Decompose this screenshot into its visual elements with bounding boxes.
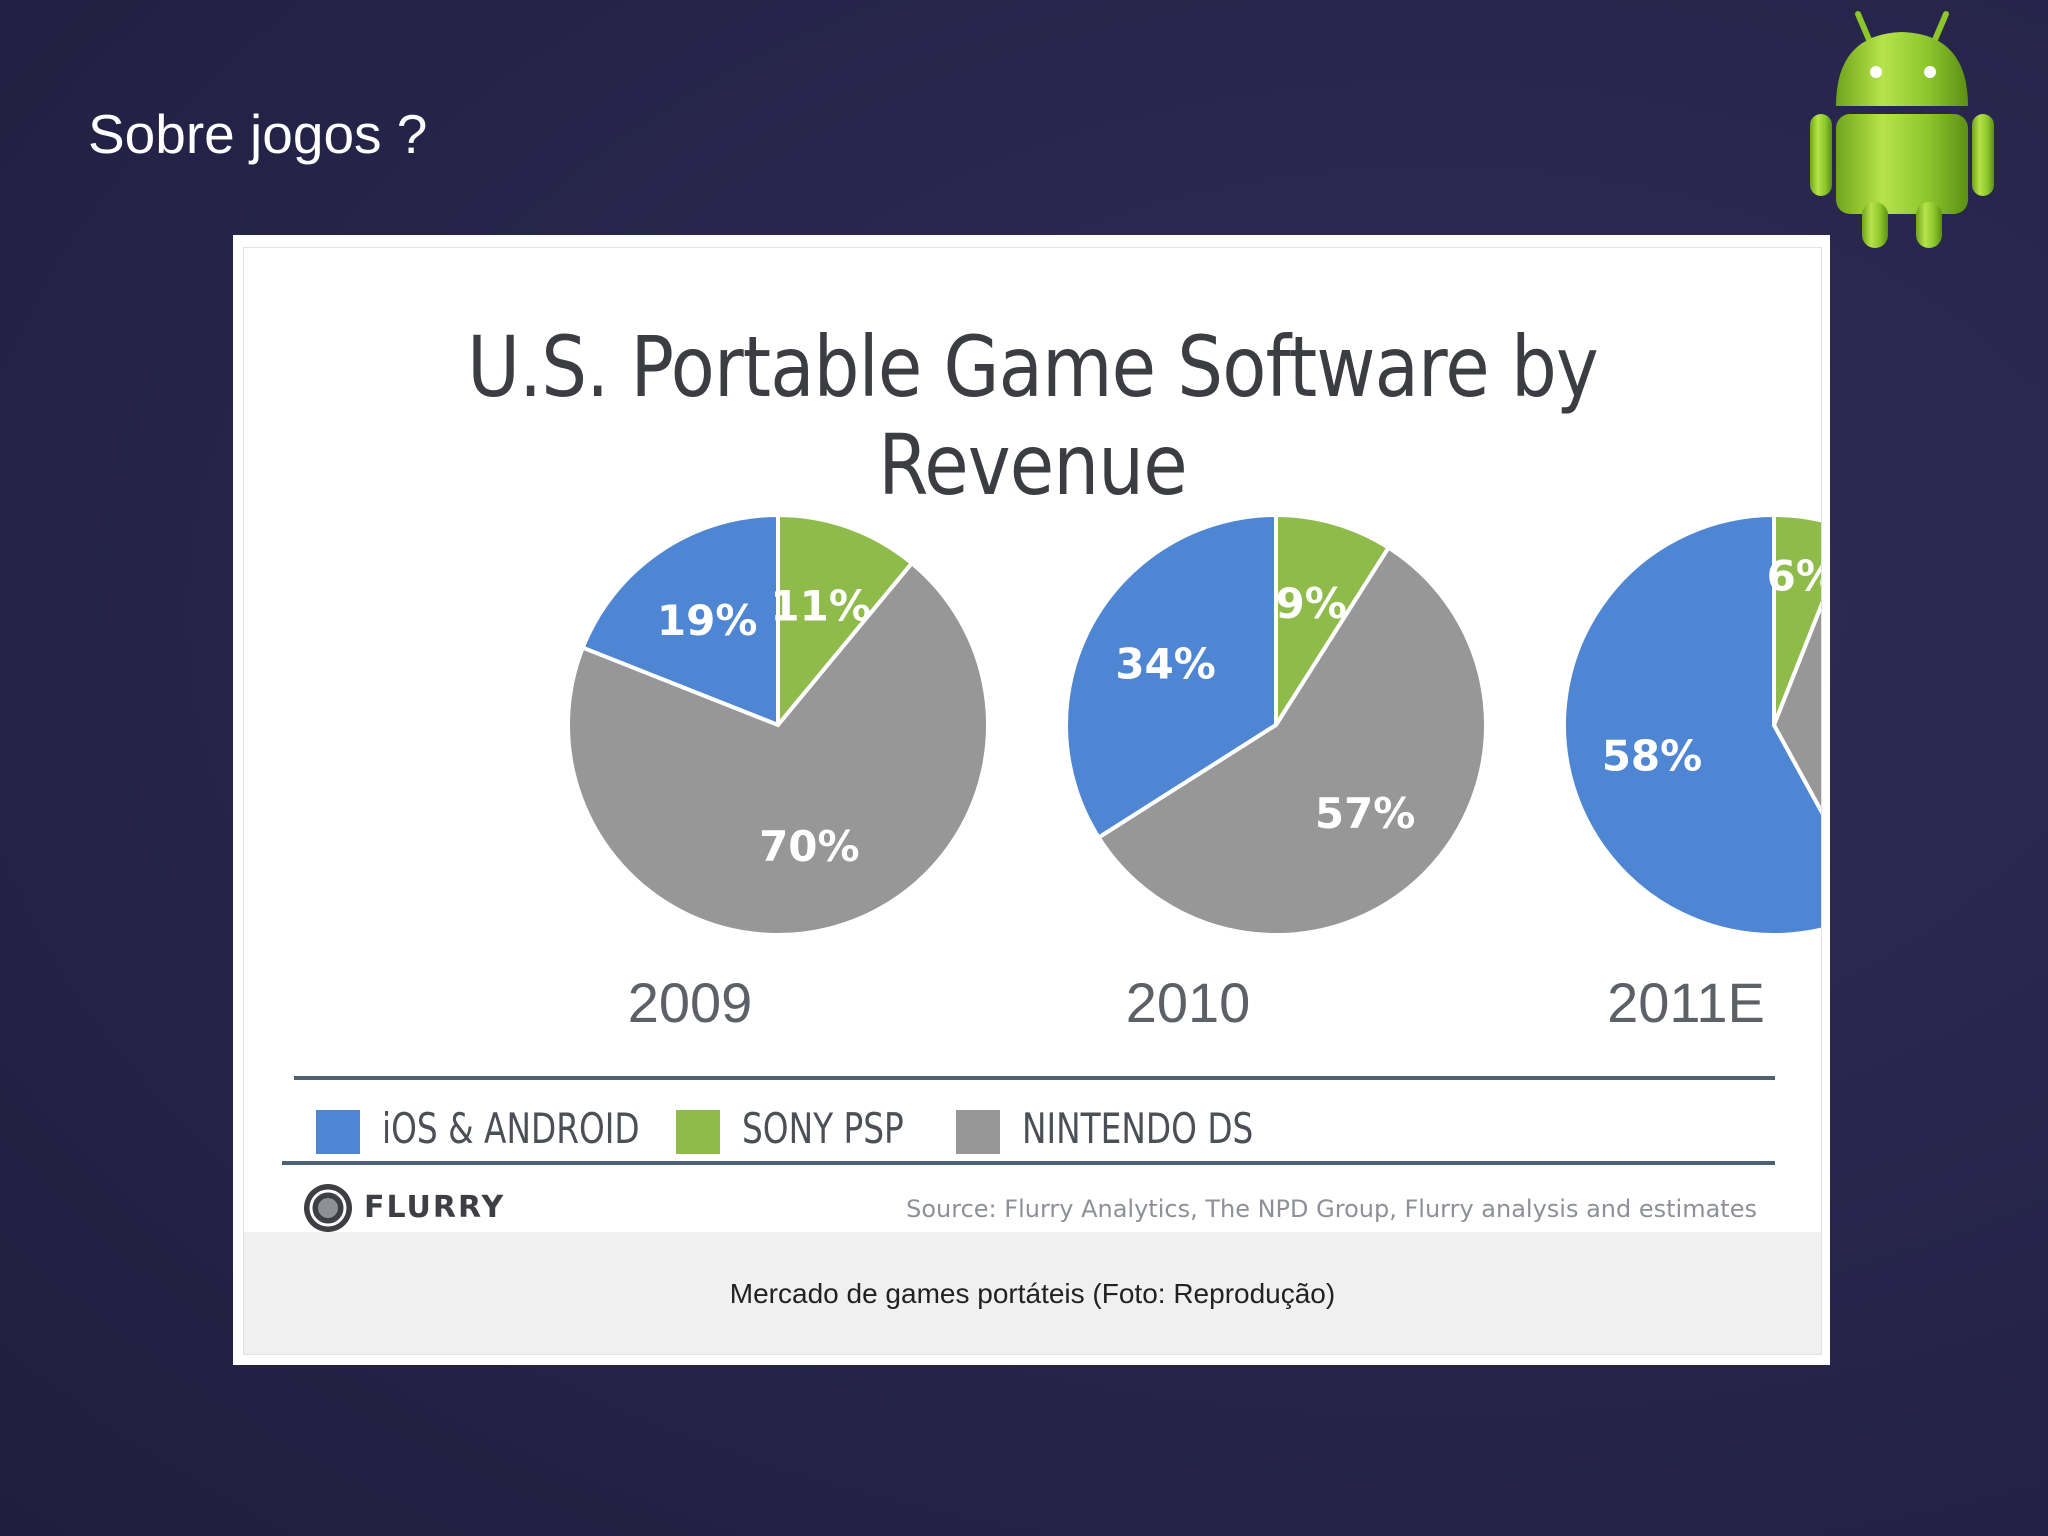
android-robot-icon xyxy=(1810,11,1994,248)
slide-title: Sobre jogos ? xyxy=(88,103,428,165)
chart-title: U.S. Portable Game Software by Revenue xyxy=(467,318,1599,514)
legend-label-nintendo-ds: NINTENDO DS xyxy=(1022,1104,1254,1153)
legend-top-rule xyxy=(294,1076,1775,1080)
flurry-logo-icon xyxy=(304,1184,352,1232)
pie-label-2010-sony-psp: 9% xyxy=(1275,579,1346,628)
chart-frame: U.S. Portable Game Software by Revenue 1… xyxy=(243,247,1822,1355)
flurry-brand: FLURRY xyxy=(364,1190,506,1225)
image-caption: Mercado de games portáteis (Foto: Reprod… xyxy=(729,1278,1336,1309)
pie-label-2009-ios-android: 19% xyxy=(657,596,758,645)
pie-label-2010-nintendo-ds: 57% xyxy=(1315,789,1416,838)
pie-label-2011e-sony-psp: 6% xyxy=(1767,551,1821,600)
chart-card: U.S. Portable Game Software by Revenue 1… xyxy=(233,235,1830,1365)
chart-source: Source: Flurry Analytics, The NPD Group,… xyxy=(906,1195,1757,1223)
pie-charts: 19%11%70%34%9%57%58%6%36% xyxy=(566,512,1821,937)
legend-bottom-rule xyxy=(282,1161,1775,1165)
legend-swatch-nintendo-ds xyxy=(956,1110,1000,1154)
pie-year-label-2011e: 2011E xyxy=(1607,971,1765,1034)
pie-label-2009-sony-psp: 11% xyxy=(770,581,871,630)
legend-swatch-sony-psp xyxy=(676,1110,720,1154)
pie-slice-2010-sony-psp xyxy=(1274,512,1392,732)
pie-label-2010-ios-android: 34% xyxy=(1115,639,1216,688)
legend-label-ios-android: iOS & ANDROID xyxy=(382,1104,640,1153)
pie-slice-2011e-sony-psp xyxy=(1772,512,1821,726)
pie-year-label-2009: 2009 xyxy=(627,971,753,1034)
pie-slice-2011e-ios-android xyxy=(1562,512,1821,937)
pie-year-label-2010: 2010 xyxy=(1125,971,1251,1034)
pie-slice-2010-nintendo-ds xyxy=(1095,544,1488,937)
legend-label-sony-psp: SONY PSP xyxy=(742,1104,904,1153)
chart-graphic: U.S. Portable Game Software by Revenue 1… xyxy=(244,248,1821,1232)
pie-slice-2009-ios-android xyxy=(580,512,780,728)
pie-slice-2009-nintendo-ds xyxy=(566,560,990,937)
pie-slice-2009-sony-psp xyxy=(776,512,915,731)
legend-swatch-ios-android xyxy=(316,1110,360,1154)
pie-label-2009-nintendo-ds: 70% xyxy=(759,822,860,871)
pie-slice-2011e-nintendo-ds xyxy=(1771,600,1821,815)
pie-label-2011e-ios-android: 58% xyxy=(1602,731,1703,780)
